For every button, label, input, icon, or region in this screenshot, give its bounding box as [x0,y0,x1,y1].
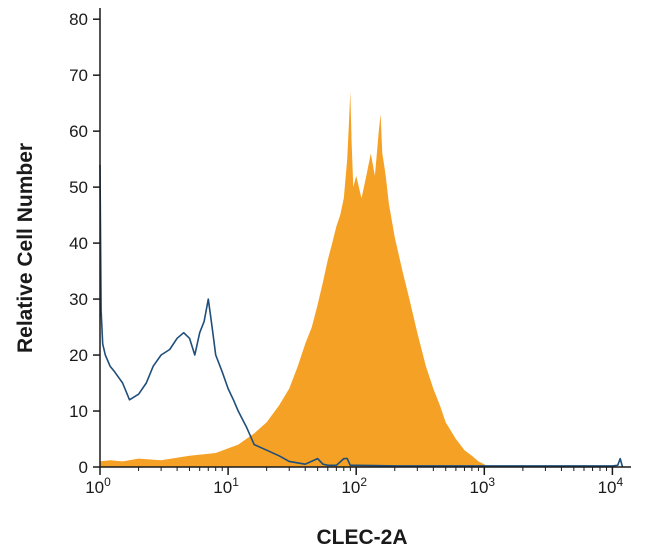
x-tick-label: 100 [85,475,111,497]
y-tick-label: 50 [69,178,88,197]
x-tick-label: 101 [213,475,239,497]
x-tick-label: 104 [598,475,624,497]
y-tick-label: 0 [79,458,88,477]
y-tick-label: 20 [69,346,88,365]
y-tick-label: 30 [69,290,88,309]
y-tick-label: 60 [69,122,88,141]
x-axis-title: CLEC-2A [316,526,407,549]
axes [99,8,631,468]
histogram-filled-series [100,92,487,467]
histogram-outline-series [99,164,624,468]
y-tick-label: 80 [69,10,88,29]
x-tick-label: 103 [469,475,495,497]
plot-area [99,92,624,468]
y-tick-label: 40 [69,234,88,253]
x-tick-label: 102 [341,475,367,497]
y-axis-ticks: 0 10 20 30 40 50 60 70 80 [69,10,100,477]
y-axis-title: Relative Cell Number [14,143,37,353]
y-tick-label: 70 [69,66,88,85]
y-tick-label: 10 [69,402,88,421]
x-axis-ticks: 100 101 102 103 104 [85,467,624,497]
